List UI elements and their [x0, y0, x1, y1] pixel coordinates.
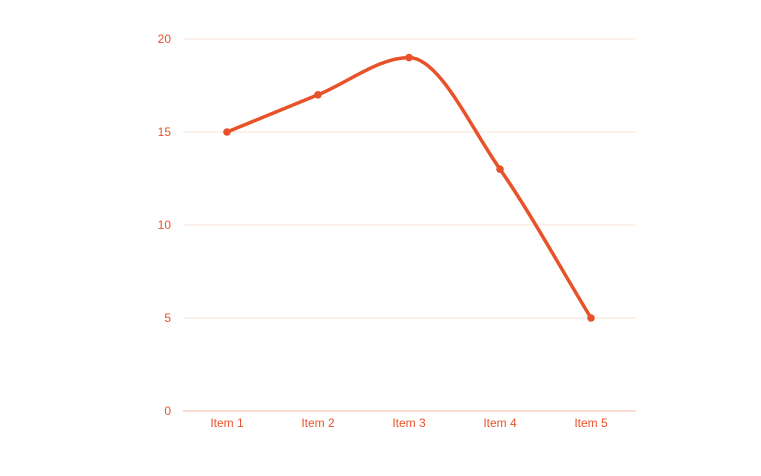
data-point[interactable] — [587, 314, 595, 322]
series-lines — [225, 55, 593, 320]
series-line — [225, 55, 593, 320]
x-tick-label: Item 1 — [210, 416, 244, 430]
data-point[interactable] — [405, 53, 413, 62]
y-axis-tick-labels: 0 5 10 15 20 — [158, 32, 172, 418]
y-tick-label: 20 — [158, 32, 172, 46]
y-tick-label: 0 — [164, 404, 171, 418]
data-point[interactable] — [314, 91, 322, 99]
y-tick-label: 10 — [158, 218, 172, 232]
x-tick-label: Item 2 — [301, 416, 335, 430]
x-tick-label: Item 3 — [392, 416, 426, 430]
y-tick-label: 5 — [164, 311, 171, 325]
x-tick-label: Item 4 — [483, 416, 517, 430]
data-point[interactable] — [223, 128, 231, 136]
y-tick-label: 15 — [158, 125, 172, 139]
x-axis-tick-labels: Item 1 Item 2 Item 3 Item 4 Item 5 — [210, 416, 608, 430]
x-tick-label: Item 5 — [574, 416, 608, 430]
gridlines — [183, 38, 636, 319]
data-points — [223, 53, 595, 322]
data-point[interactable] — [496, 165, 504, 173]
